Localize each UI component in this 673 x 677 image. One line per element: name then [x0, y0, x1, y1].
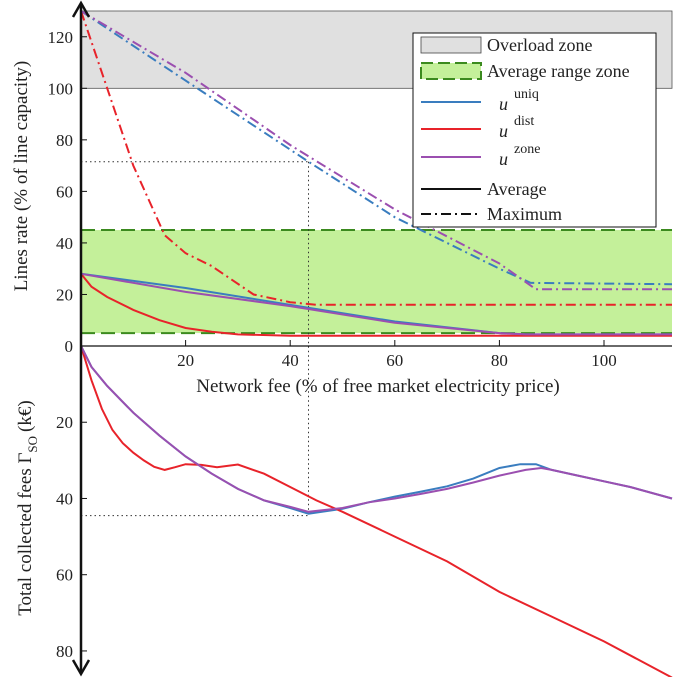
legend-uniq-sup: uniq	[514, 87, 539, 102]
fees-series-dist	[80, 345, 673, 677]
series-dist-maximum	[80, 10, 672, 306]
average-range-zone	[81, 230, 672, 334]
legend-label-maximum: Maximum	[487, 204, 562, 224]
xtick-label: 80	[491, 351, 508, 370]
top-ytick-label: 80	[56, 131, 73, 150]
bottom-y-axis-label: Total collected fees ΓSO (k€)	[15, 400, 40, 615]
legend-swatch-average-range	[420, 62, 482, 80]
bottom-y-label-subscript: SO	[25, 436, 40, 453]
top-ytick-label: 120	[48, 28, 74, 47]
legend-label-average-range: Average range zone	[487, 61, 630, 81]
bottom-ytick-label: 20	[56, 413, 73, 432]
x-axis-ticks: 20 40 60 80 100	[177, 340, 617, 370]
xtick-label: 100	[591, 351, 617, 370]
top-ytick-label: 0	[65, 337, 74, 356]
legend-uniq-base: u	[499, 94, 508, 114]
bottom-ytick-label: 40	[56, 489, 73, 508]
bottom-y-label-unit: (k€)	[15, 400, 36, 432]
legend-dist-base: u	[499, 121, 508, 141]
legend-label-overload: Overload zone	[487, 35, 592, 55]
fees-series-zone	[80, 345, 673, 513]
xtick-label: 60	[386, 351, 403, 370]
fees-series-uniq	[80, 345, 673, 515]
legend: Overload zone Average range zone u uniq u…	[412, 32, 657, 228]
y-axis-arrow-up-icon	[71, 0, 91, 18]
top-ytick-label: 20	[56, 285, 73, 304]
series-dist-average	[80, 273, 672, 337]
xtick-label: 20	[177, 351, 194, 370]
legend-dist-sup: dist	[514, 114, 534, 129]
legend-zone-sup: zone	[514, 142, 540, 157]
legend-swatch-overload	[420, 36, 482, 54]
bottom-panel-ticks: 20 40 60 80	[56, 413, 87, 661]
top-panel-series	[80, 10, 673, 337]
bottom-ytick-label: 60	[56, 566, 73, 585]
bottom-y-label-base: Total collected fees Γ	[15, 453, 36, 616]
top-ytick-label: 60	[56, 182, 73, 201]
series-zone-average	[80, 272, 672, 336]
bottom-ytick-label: 80	[56, 642, 73, 661]
series-zone-maximum	[80, 10, 672, 291]
xtick-label: 40	[282, 351, 299, 370]
top-panel-ticks: 0 20 40 60 80 100 120	[48, 28, 87, 356]
y-axis-arrow-down-icon	[71, 659, 91, 677]
x-axis-label: Network fee (% of free market electricit…	[196, 376, 559, 397]
legend-label-dist: u dist	[499, 114, 534, 141]
legend-zone-base: u	[499, 149, 508, 169]
top-ytick-label: 100	[48, 79, 74, 98]
legend-label-uniq: u uniq	[499, 87, 539, 114]
series-uniq-maximum	[80, 10, 673, 286]
legend-label-average: Average	[487, 179, 547, 199]
top-y-axis-label: Lines rate (% of line capacity)	[11, 61, 32, 292]
bottom-panel-series	[80, 345, 673, 677]
legend-label-zone: u zone	[499, 142, 540, 169]
top-ytick-label: 40	[56, 234, 73, 253]
